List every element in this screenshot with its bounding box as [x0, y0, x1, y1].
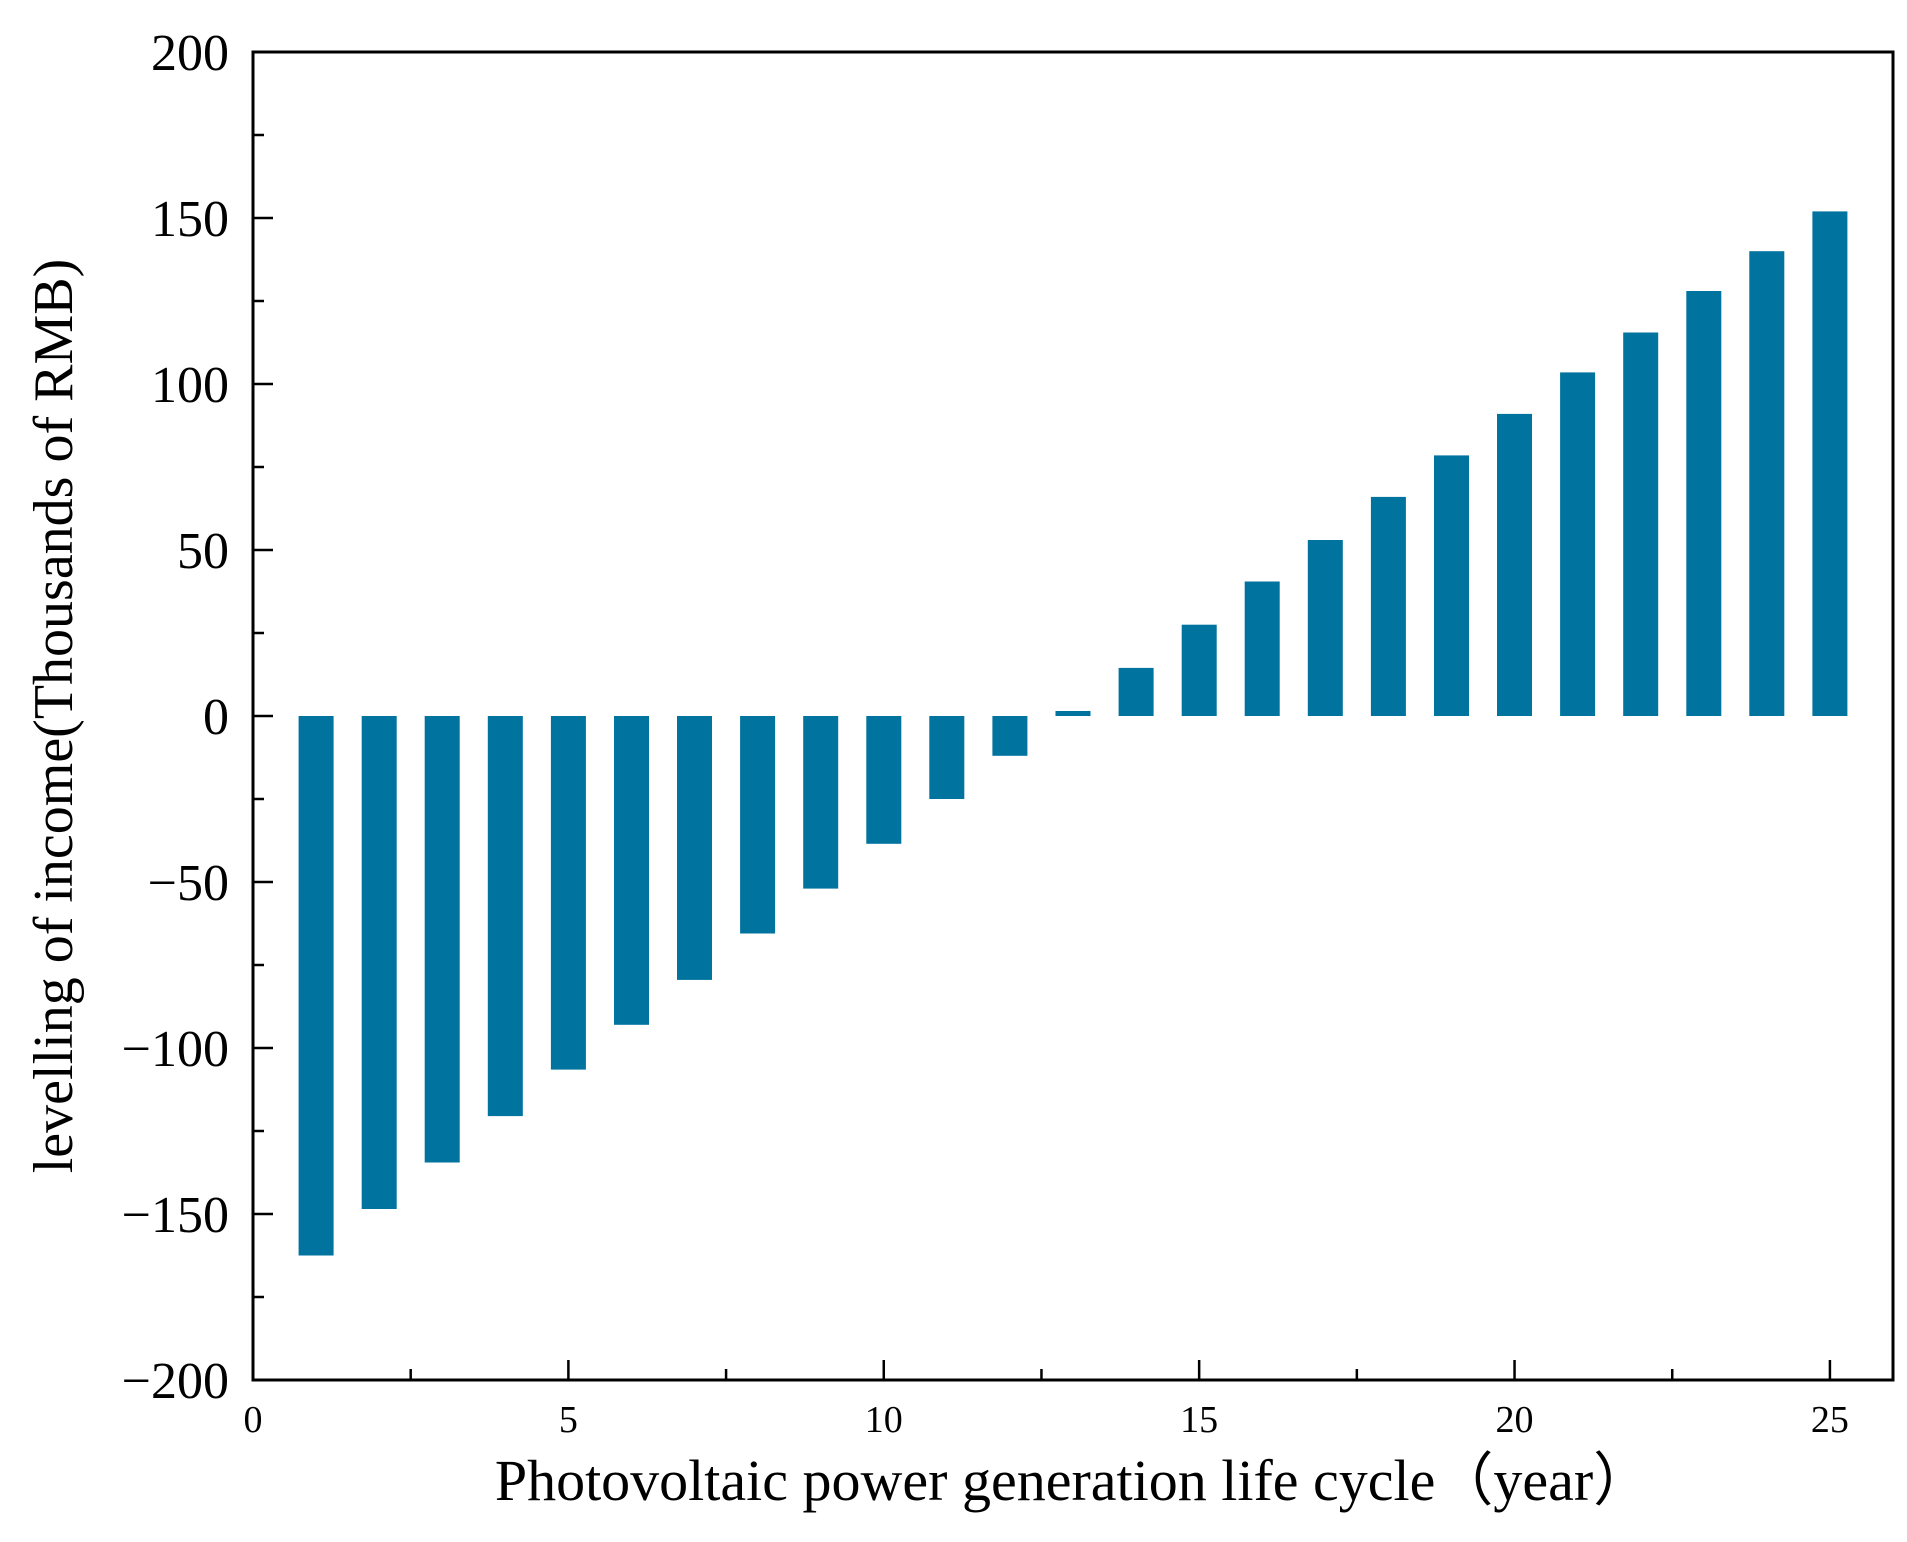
bar-year-8 — [740, 716, 776, 934]
bar-year-13 — [1055, 711, 1091, 716]
bar-year-14 — [1118, 667, 1154, 716]
bar-year-24 — [1749, 251, 1785, 716]
y-tick-label: 200 — [151, 25, 229, 82]
bar-year-18 — [1370, 496, 1406, 716]
x-tick-label: 20 — [1496, 1399, 1534, 1441]
x-tick-label: 10 — [865, 1399, 903, 1441]
bar-year-5 — [550, 716, 586, 1070]
bar-year-4 — [487, 716, 523, 1117]
bar-year-1 — [298, 716, 334, 1256]
bar-year-20 — [1497, 413, 1532, 716]
bar-year-12 — [992, 716, 1028, 756]
bar-series — [298, 211, 1848, 1256]
bar-year-6 — [614, 716, 649, 1025]
x-tick-label: 15 — [1180, 1399, 1218, 1441]
x-tick-label: 25 — [1811, 1399, 1849, 1441]
bar-year-17 — [1307, 540, 1343, 716]
bar-year-3 — [424, 716, 460, 1163]
y-tick-label: −200 — [122, 1353, 229, 1410]
x-axis-title: Photovoltaic power generation life cycle… — [495, 1448, 1651, 1513]
y-tick-label: −150 — [122, 1187, 229, 1244]
bar-year-2 — [361, 716, 397, 1209]
bar-year-16 — [1244, 581, 1280, 716]
bar-year-23 — [1686, 291, 1722, 716]
x-tick-label: 5 — [559, 1399, 578, 1441]
y-tick-label: 0 — [203, 689, 229, 746]
y-axis: −200 −150 −100 −50 0 50 100 150 200 — [122, 25, 273, 1410]
y-tick-label: −100 — [122, 1021, 229, 1078]
x-tick-label: 0 — [244, 1399, 263, 1441]
bar-year-19 — [1434, 455, 1469, 716]
x-axis: 0 5 10 15 20 25 — [244, 1360, 1849, 1441]
bar-year-22 — [1623, 332, 1659, 716]
bar-year-7 — [677, 716, 712, 980]
bar-year-21 — [1560, 372, 1596, 716]
y-tick-label: −50 — [148, 855, 229, 912]
y-tick-label: 50 — [177, 523, 229, 580]
bar-year-10 — [866, 716, 902, 844]
y-tick-label: 100 — [151, 357, 229, 414]
bar-year-9 — [803, 716, 839, 889]
bar-year-15 — [1181, 624, 1217, 716]
y-tick-label: 150 — [151, 191, 229, 248]
y-axis-title: levelling of income(Thousands of RMB) — [23, 259, 85, 1174]
bar-year-11 — [929, 716, 965, 799]
bar-year-25 — [1812, 211, 1848, 716]
